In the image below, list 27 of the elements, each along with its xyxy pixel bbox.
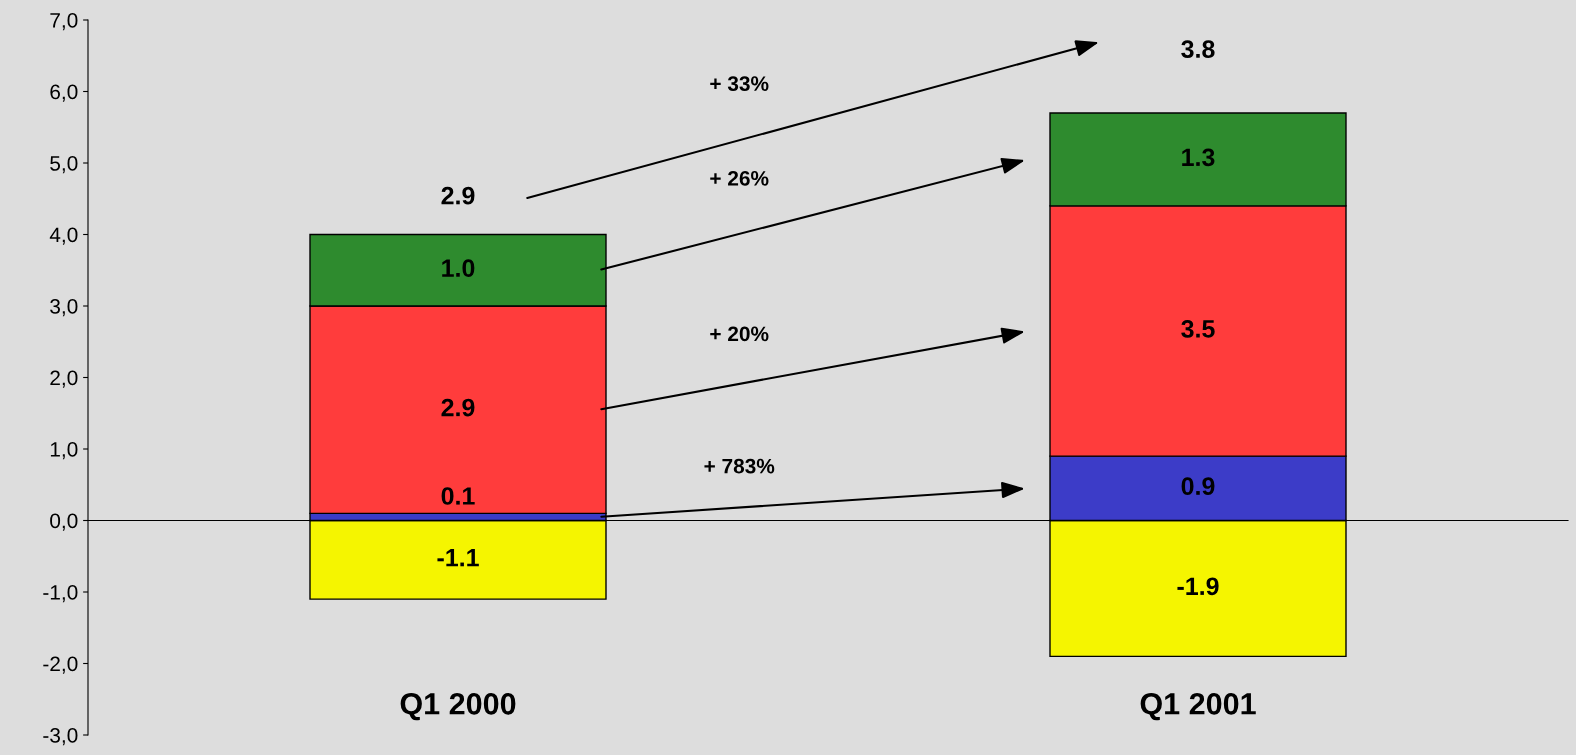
y-tick-label: 4,0 xyxy=(49,227,78,245)
data-label: 0.9 xyxy=(1181,477,1215,496)
x-tick-label: Q1 2001 xyxy=(1140,693,1256,721)
total-label: 2.9 xyxy=(441,186,475,205)
y-tick-label: 5,0 xyxy=(50,156,78,174)
data-label: -1.9 xyxy=(1177,577,1219,596)
y-tick-label: 6,0 xyxy=(50,84,78,102)
y-tick-label: 0,0 xyxy=(50,513,78,531)
data-label: 3.5 xyxy=(1181,320,1215,338)
data-label: 1.0 xyxy=(442,259,475,277)
data-label: 2.9 xyxy=(441,398,475,417)
x-tick-label: Q1 2000 xyxy=(400,693,516,721)
total-label: 3.8 xyxy=(1181,40,1215,58)
y-tick-label: 2,0 xyxy=(50,370,78,388)
y-tick-label: -2,0 xyxy=(43,656,78,674)
annotation: + 26% xyxy=(710,170,769,186)
y-tick-label: 3,0 xyxy=(50,299,78,317)
data-label: 1.3 xyxy=(1182,148,1215,167)
annotation: + 783% xyxy=(704,458,775,474)
y-tick-label: -1,0 xyxy=(43,585,78,603)
data-label: 0.1 xyxy=(441,487,475,505)
y-tick-label: 7,0 xyxy=(50,13,78,31)
y-tick-label: 1,0 xyxy=(50,442,78,460)
annotation: + 20% xyxy=(710,326,769,342)
data-label: -1.1 xyxy=(437,549,479,567)
annotation: + 33% xyxy=(710,76,769,91)
y-tick-label: -3,0 xyxy=(43,728,78,746)
